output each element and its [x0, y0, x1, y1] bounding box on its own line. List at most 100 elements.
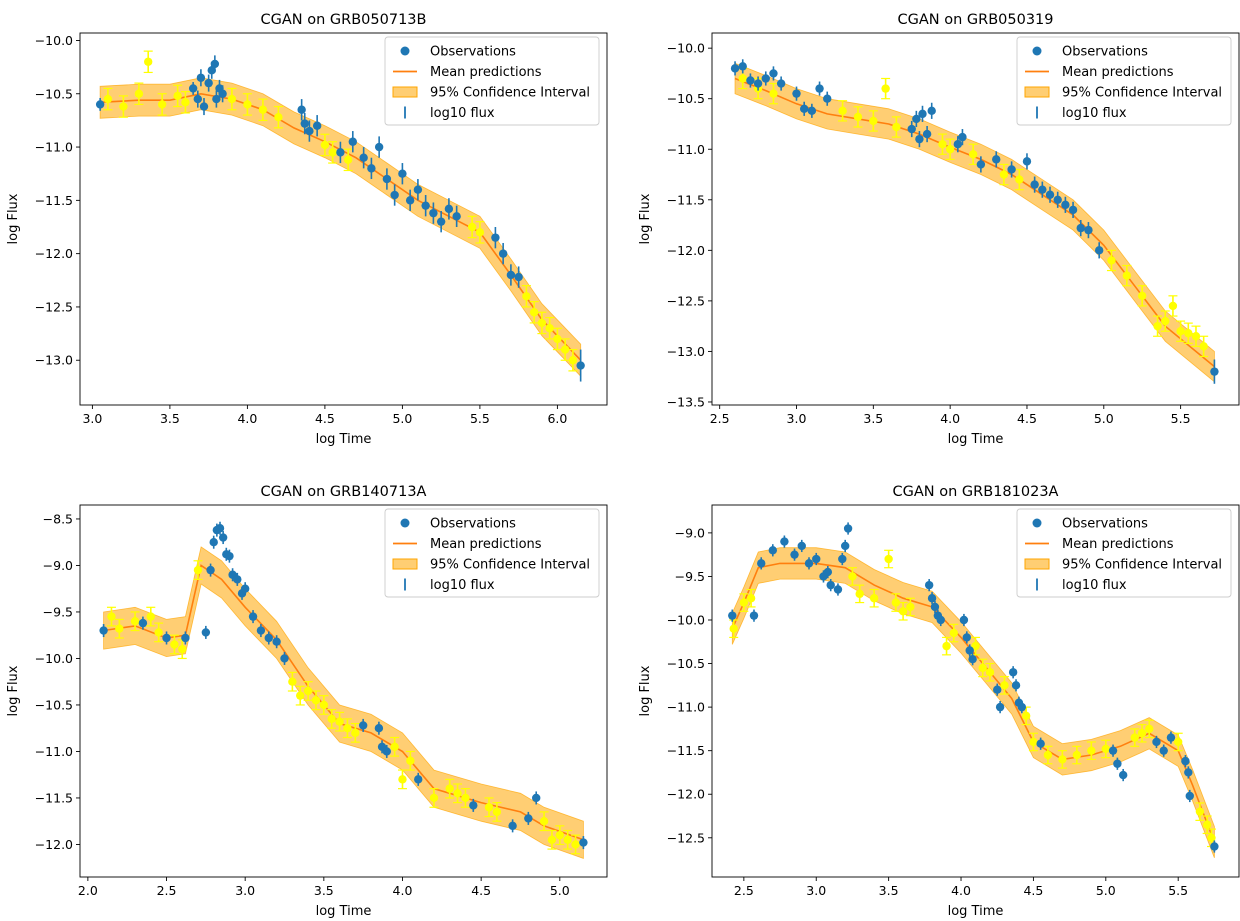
prediction-point-marker — [563, 835, 572, 844]
y-ticks: −9.0 −9.5 −10.0 −10.5 −11.0 −11.5 −12.0 −12.5 — [667, 525, 712, 845]
y-tick-label: −13.5 — [667, 394, 705, 409]
observation-point-marker — [264, 633, 273, 643]
prediction-point — [942, 636, 952, 656]
prediction-point — [949, 623, 959, 643]
confidence-band-layer — [731, 547, 1215, 858]
y-tick-label: −10.0 — [667, 41, 705, 56]
observation-point — [823, 91, 832, 106]
observation-point — [405, 189, 415, 212]
observation-point — [382, 168, 392, 190]
observation-point-marker — [992, 155, 1001, 164]
legend-box — [1016, 508, 1232, 598]
observation-point — [1094, 242, 1104, 259]
observation-point — [1185, 789, 1194, 803]
observation-point — [206, 563, 215, 577]
x-tick-label: 3.0 — [806, 883, 826, 898]
prediction-point-marker — [855, 589, 864, 599]
prediction-point-marker — [453, 789, 462, 798]
y-axis-label: log Flux — [6, 193, 21, 244]
observation-point-marker — [312, 121, 322, 130]
prediction-point — [327, 708, 337, 729]
observation-point — [1159, 744, 1168, 757]
y-tick-label: −13.0 — [35, 353, 73, 368]
observation-point — [524, 811, 533, 825]
observation-point — [374, 136, 384, 158]
observation-point-marker — [138, 618, 148, 628]
prediction-point — [350, 722, 360, 743]
prediction-point-marker — [971, 641, 980, 651]
prediction-point-marker — [320, 140, 330, 150]
legend-mean-label: Mean predictions — [430, 65, 542, 80]
prediction-point — [945, 138, 955, 160]
x-tick-label: 4.5 — [1017, 411, 1037, 426]
observation-point-marker — [823, 567, 833, 577]
prediction-point — [287, 671, 297, 692]
observation-point-marker — [1166, 733, 1176, 742]
y-tick-label: −9.5 — [43, 604, 73, 619]
prediction-point — [118, 95, 128, 118]
prediction-point-marker — [985, 668, 995, 677]
observation-point — [1030, 176, 1039, 193]
y-tick-label: −11.5 — [667, 192, 705, 207]
observation-point-marker — [780, 537, 789, 546]
observation-point-marker — [1045, 190, 1055, 199]
observation-point-marker — [506, 270, 516, 280]
observation-point — [382, 744, 391, 758]
observation-point — [514, 266, 523, 288]
x-tick-label: 4.0 — [940, 411, 960, 426]
prediction-point-marker — [945, 145, 955, 154]
legend-flux-label: log10 flux — [430, 106, 495, 121]
prediction-point-marker — [1176, 327, 1185, 336]
observation-point-marker — [256, 626, 266, 635]
legend-observations-label: Observations — [1062, 517, 1148, 532]
prediction-point — [937, 133, 947, 155]
prediction-point — [343, 148, 353, 172]
legend-flux-label: log10 flux — [1062, 578, 1127, 593]
prediction-point-marker — [119, 102, 128, 111]
legend-observations-label: Observations — [430, 45, 516, 60]
prediction-point — [445, 778, 455, 799]
y-tick-label: −9.0 — [675, 525, 705, 540]
prediction-point — [173, 84, 183, 108]
observation-point-marker — [162, 633, 171, 643]
prediction-point-marker — [146, 612, 155, 621]
x-axis-label: log Time — [948, 432, 1004, 447]
legend-box — [384, 36, 600, 126]
observation-point — [799, 101, 809, 116]
observation-point — [421, 195, 430, 217]
prediction-point — [1153, 315, 1163, 337]
prediction-point-marker — [351, 728, 360, 738]
prediction-point — [529, 301, 539, 324]
prediction-point — [881, 77, 891, 100]
prediction-point — [563, 829, 573, 850]
observation-point-marker — [300, 119, 309, 128]
observation-point — [469, 798, 478, 812]
axes-frame — [79, 504, 608, 878]
observation-point — [429, 202, 438, 224]
observation-point-marker — [799, 104, 809, 114]
observation-point-marker — [201, 628, 211, 637]
observation-point — [248, 610, 258, 624]
prediction-point — [484, 797, 494, 818]
prediction-point-marker — [103, 94, 113, 104]
legend-ci-marker — [392, 86, 418, 98]
subplot-grb140713a: CGAN on GRB140713A log Time log Flux 2.0… — [6, 484, 608, 919]
observation-point-marker — [405, 196, 415, 205]
prediction-point — [193, 560, 203, 581]
prediction-point — [1191, 325, 1201, 347]
y-tick-label: −10.0 — [667, 612, 705, 627]
observation-point — [812, 552, 821, 566]
observation-point — [1036, 737, 1045, 750]
prediction-point — [539, 811, 549, 832]
observation-point — [215, 521, 225, 535]
prediction-point-marker — [1058, 755, 1067, 764]
observation-point-marker — [838, 554, 847, 564]
prediction-point-marker — [1122, 271, 1132, 280]
prediction-point-marker — [1087, 746, 1096, 755]
observation-point — [930, 600, 940, 614]
observation-point-marker — [1185, 791, 1194, 801]
prediction-point — [390, 736, 400, 757]
y-tick-label: −11.5 — [35, 790, 73, 805]
x-ticks: 2.5 3.0 3.5 4.0 4.5 5.0 5.5 — [710, 405, 1191, 426]
